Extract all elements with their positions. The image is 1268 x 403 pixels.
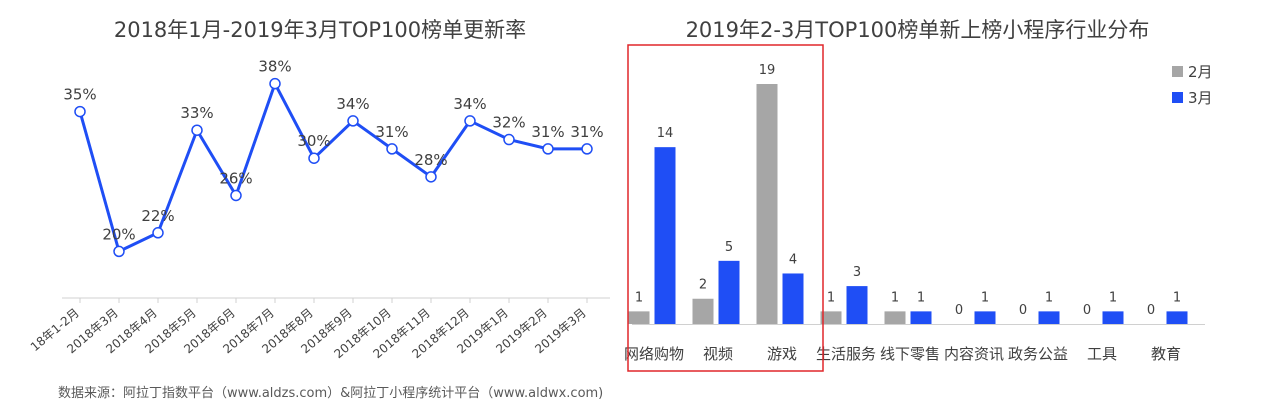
bar-data-label: 1: [1045, 290, 1053, 305]
bar-feb: [628, 311, 650, 324]
bar-feb: [692, 298, 714, 324]
bar-mar: [1102, 311, 1124, 324]
bar-data-label: 0: [1083, 303, 1091, 318]
bar-mar: [654, 147, 676, 324]
bar-mar: [846, 286, 868, 324]
bar-data-label: 19: [759, 63, 776, 78]
line-series-path: [78, 82, 587, 253]
bar-mar: [782, 273, 804, 324]
bar-mar: [718, 260, 740, 324]
bar-mar: [910, 311, 932, 324]
line-data-label: 26%: [219, 169, 252, 187]
line-data-point: [269, 77, 281, 90]
bar-category-label: 线下零售: [880, 345, 940, 363]
line-data-label: 22%: [141, 207, 174, 225]
bar-category-label: 政务公益: [1008, 345, 1068, 363]
bar-data-label: 5: [725, 240, 733, 255]
line-data-point: [464, 115, 476, 127]
bar-mar: [974, 311, 996, 324]
line-data-label: 31%: [375, 123, 408, 141]
line-data-label: 30%: [297, 132, 330, 150]
line-data-point: [152, 227, 164, 239]
bar-mar: [1166, 311, 1188, 324]
right-chart-title: 2019年2-3月TOP100榜单新上榜小程序行业分布: [685, 18, 1150, 42]
line-data-label: 31%: [531, 123, 564, 141]
legend-label: 2月: [1188, 63, 1213, 81]
line-data-label: 32%: [492, 114, 525, 132]
bar-feb: [756, 84, 778, 324]
bar-data-label: 1: [1173, 290, 1181, 305]
line-data-label: 35%: [63, 86, 96, 104]
bar-data-label: 2: [699, 278, 707, 293]
bar-data-label: 0: [1019, 303, 1027, 318]
line-data-point: [74, 105, 86, 118]
bar-data-label: 1: [981, 290, 989, 305]
bar-feb: [884, 311, 906, 324]
line-data-label: 33%: [180, 104, 213, 122]
bar-data-label: 0: [1147, 303, 1155, 318]
bar-data-label: 1: [827, 290, 835, 305]
line-data-point: [542, 143, 554, 155]
highlight-box: [627, 44, 824, 372]
bar-category-label: 内容资讯: [944, 345, 1004, 363]
line-data-label: 20%: [102, 225, 135, 243]
line-data-point: [308, 152, 320, 164]
line-data-point: [581, 143, 593, 155]
bar-category-label: 视频: [703, 345, 733, 363]
bar-data-label: 1: [635, 290, 643, 305]
bar-category-label: 游戏: [767, 345, 797, 363]
bar-data-label: 4: [789, 252, 797, 267]
data-source-note: 数据来源：阿拉丁指数平台（www.aldzs.com）&阿拉丁小程序统计平台（w…: [58, 386, 604, 401]
line-data-point: [503, 133, 515, 146]
legend-swatch-feb: [1172, 66, 1183, 77]
line-data-label: 34%: [336, 95, 369, 113]
line-data-point: [191, 124, 203, 136]
bar-mar: [1038, 311, 1060, 324]
line-data-point: [347, 115, 359, 127]
bar-feb: [820, 311, 842, 324]
bar-category-label: 网络购物: [624, 345, 684, 363]
bar-category-label: 工具: [1087, 345, 1117, 363]
legend-swatch-mar: [1172, 92, 1183, 103]
bar-data-label: 1: [917, 290, 925, 305]
bar-data-label: 1: [891, 290, 899, 305]
bar-data-label: 3: [853, 265, 861, 280]
bar-data-label: 14: [657, 126, 674, 141]
line-data-point: [425, 171, 437, 183]
line-data-label: 28%: [414, 151, 447, 169]
line-data-point: [230, 189, 242, 202]
line-data-label: 31%: [570, 123, 603, 141]
bar-data-label: 1: [1109, 290, 1117, 305]
line-data-point: [113, 245, 125, 258]
bar-category-label: 生活服务: [816, 345, 876, 363]
legend-label: 3月: [1188, 89, 1213, 107]
left-chart-title: 2018年1月-2019年3月TOP100榜单更新率: [113, 18, 527, 42]
bar-data-label: 0: [955, 303, 963, 318]
line-data-point: [386, 143, 398, 155]
line-data-label: 38%: [258, 58, 291, 76]
bar-category-label: 教育: [1151, 345, 1181, 363]
line-data-label: 34%: [453, 95, 486, 113]
